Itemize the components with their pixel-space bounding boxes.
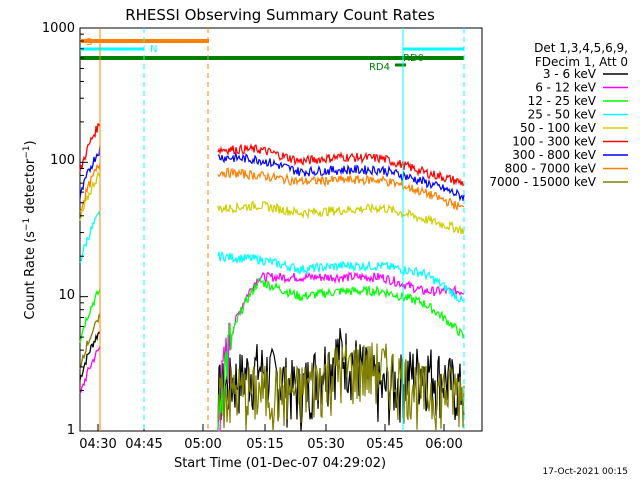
series-line — [217, 200, 465, 235]
series-line-early — [79, 313, 101, 370]
series-layer — [79, 122, 465, 432]
legend-label: 3 - 6 keV — [543, 67, 597, 81]
series-line-early — [79, 146, 101, 199]
bar-label: S — [86, 37, 92, 48]
series-line-early — [79, 122, 101, 172]
reference-lines — [80, 28, 465, 432]
x-tick-label: 06:00 — [425, 437, 462, 452]
y-axis-label-main: Count Rate (s — [23, 231, 38, 320]
legend-label: 6 - 12 keV — [535, 81, 597, 95]
status-bars: S N RD0 RD4 — [80, 37, 464, 73]
x-tick-labels: 04:30 04:45 05:00 05:15 05:30 05:45 06:0… — [79, 437, 462, 452]
legend: Det 1,3,4,5,6,9, FDecim 1, Att 0 3 - 6 k… — [489, 41, 628, 189]
legend-label: 800 - 7000 keV — [505, 162, 597, 176]
y-tick-label: 10 — [58, 288, 75, 303]
bar-label: N — [150, 44, 157, 55]
bar-label: RD4 — [369, 62, 390, 73]
series-line-early — [79, 331, 101, 381]
series-line — [217, 342, 465, 432]
x-tick-label: 04:45 — [125, 437, 162, 452]
x-tick-label: 05:45 — [366, 437, 403, 452]
legend-label: 50 - 100 keV — [520, 121, 597, 135]
y-axis-label-sup2: −1 — [22, 145, 32, 158]
x-tick-label: 05:00 — [184, 437, 221, 452]
x-tick-label: 05:30 — [307, 437, 344, 452]
y-tick-label: 1 — [67, 423, 75, 438]
y-tick-label: 1000 — [42, 21, 75, 36]
series-line — [217, 142, 465, 187]
chart-title: RHESSI Observing Summary Count Rates — [125, 6, 435, 24]
series-line — [217, 167, 465, 212]
series-line — [218, 271, 465, 432]
series-line-early — [79, 170, 101, 221]
x-axis-label: Start Time (01-Dec-07 04:29:02) — [174, 456, 386, 471]
x-tick-label: 04:30 — [79, 437, 116, 452]
legend-label: 12 - 25 keV — [528, 94, 597, 108]
series-line-early — [79, 210, 101, 264]
legend-label: 7000 - 15000 keV — [489, 175, 596, 189]
y-tick-label: 100 — [50, 153, 75, 168]
legend-header-line: Det 1,3,4,5,6,9, — [534, 41, 628, 55]
y-axis-label-end: ) — [23, 140, 38, 145]
series-line — [217, 250, 465, 303]
legend-label: 25 - 50 keV — [528, 108, 597, 122]
series-line-early — [79, 288, 101, 343]
x-tick-label: 05:15 — [246, 437, 283, 452]
y-axis-label-mid: detector — [23, 158, 38, 218]
footer-date: 17-Oct-2021 00:15 — [543, 467, 628, 477]
series-line — [217, 151, 465, 202]
y-tick-labels: 1000 100 10 1 — [42, 21, 75, 438]
plot-frame — [79, 27, 483, 432]
series-line — [217, 277, 465, 432]
legend-header-line: FDecim 1, Att 0 — [535, 55, 628, 69]
bar-label: RD0 — [403, 53, 424, 64]
legend-label: 300 - 800 keV — [512, 148, 596, 162]
y-axis-label: Count Rate (s−1 detector−1) — [22, 140, 38, 319]
series-line-early — [79, 346, 101, 394]
y-axis-label-sup: −1 — [22, 218, 32, 231]
legend-label: 100 - 300 keV — [512, 135, 596, 149]
